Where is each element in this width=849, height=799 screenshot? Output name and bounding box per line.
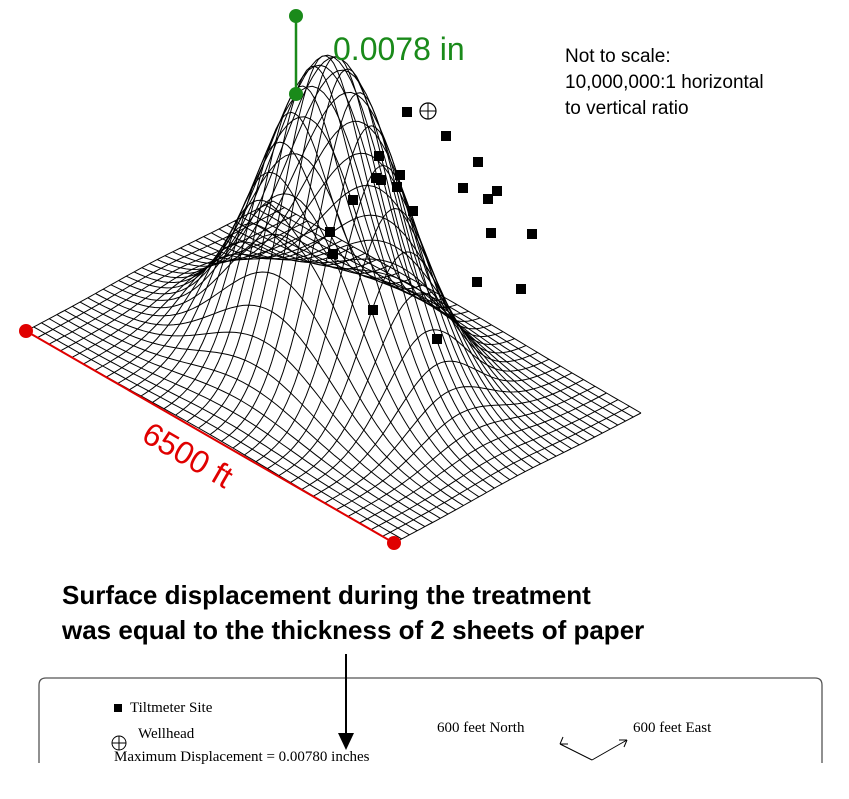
- mesh-line: [290, 292, 538, 483]
- mesh-line: [244, 125, 492, 456]
- mesh-line: [164, 69, 534, 469]
- vertical-scale-label: 0.0078 in: [333, 31, 465, 67]
- dimension-label: 6500 ft: [137, 415, 240, 495]
- tiltmeter-site-marker: [374, 151, 384, 161]
- mesh-line: [87, 297, 457, 511]
- mesh-line: [218, 228, 588, 442]
- tiltmeter-site-marker: [348, 195, 358, 205]
- tiltmeter-site-marker: [472, 277, 482, 287]
- mesh-line: [336, 379, 584, 511]
- mesh-line: [48, 318, 418, 532]
- mesh-line: [241, 216, 611, 430]
- mesh-line: [172, 91, 541, 465]
- mesh-line: [232, 92, 481, 449]
- tiltmeter-legend-icon: [114, 704, 122, 712]
- scale-note-line2: 10,000,000:1 horizontal: [565, 72, 764, 93]
- max-displacement-label: Maximum Displacement = 0.00780 inches: [114, 749, 370, 765]
- mesh-line: [301, 329, 550, 490]
- headline: Surface displacement during the treatmen…: [62, 578, 782, 648]
- mesh-line: [234, 220, 603, 434]
- vertical-scale-bar: 0.0078 in: [289, 9, 465, 101]
- east-label: 600 feet East: [633, 720, 712, 736]
- tiltmeter-site-marker: [458, 183, 468, 193]
- tiltmeter-site-marker: [376, 175, 386, 185]
- wellhead-marker: [419, 102, 437, 120]
- tiltmeter-site-marker: [486, 228, 496, 238]
- mesh-line: [359, 392, 607, 524]
- mesh-line: [83, 233, 331, 365]
- mesh-line: [265, 204, 634, 418]
- headline-line2: was equal to the thickness of 2 sheets o…: [62, 615, 645, 645]
- tiltmeter-site-marker: [368, 305, 378, 315]
- direction-arrows-icon: [559, 736, 628, 761]
- mesh-line: [347, 385, 596, 517]
- mesh-line: [175, 85, 423, 416]
- tiltmeter-site-marker: [325, 227, 335, 237]
- mesh-line: [211, 232, 580, 446]
- horizontal-dimension: 6500 ft: [19, 324, 401, 550]
- mesh-line: [267, 207, 515, 470]
- north-label: 600 feet North: [437, 720, 525, 736]
- mesh-line: [370, 399, 619, 531]
- tiltmeter-site-marker: [392, 182, 402, 192]
- pointer-arrow: [338, 654, 354, 750]
- mesh-line: [157, 56, 526, 473]
- mesh-line: [226, 224, 595, 438]
- legend-box: Tiltmeter Site Wellhead Maximum Displace…: [38, 677, 823, 765]
- tiltmeter-site-marker: [483, 194, 493, 204]
- tiltmeter-site-marker: [408, 206, 418, 216]
- tiltmeter-legend-label: Tiltmeter Site: [130, 700, 213, 716]
- mesh-line: [79, 301, 449, 515]
- tiltmeter-site-marker: [395, 170, 405, 180]
- displacement-mesh: [25, 54, 642, 544]
- tiltmeter-site-marker: [527, 229, 537, 239]
- scale-note: Not to scale: 10,000,000:1 horizontal to…: [565, 44, 764, 122]
- tiltmeter-site-marker: [402, 107, 412, 117]
- tiltmeter-site-marker: [441, 131, 451, 141]
- tiltmeter-site-marker: [516, 284, 526, 294]
- mesh-line: [382, 405, 630, 537]
- mesh-line: [33, 326, 402, 540]
- tiltmeter-site-marker: [473, 157, 483, 167]
- tiltmeter-site-marker: [432, 334, 442, 344]
- mesh-line: [324, 372, 573, 504]
- tiltmeter-site-marker: [328, 249, 338, 259]
- scale-note-line1: Not to scale:: [565, 46, 671, 67]
- scale-note-line3: to vertical ratio: [565, 98, 689, 119]
- mesh-line: [203, 214, 572, 450]
- tiltmeter-site-marker: [492, 186, 502, 196]
- mesh-line: [255, 164, 504, 463]
- tiltmeter-markers: [325, 107, 537, 344]
- headline-line1: Surface displacement during the treatmen…: [62, 580, 591, 610]
- mesh-line: [393, 412, 642, 544]
- mesh-line: [278, 251, 527, 476]
- mesh-line: [313, 360, 561, 497]
- mesh-line: [195, 184, 565, 453]
- mesh-line: [257, 208, 626, 422]
- mesh-line: [41, 322, 410, 536]
- wellhead-legend-label: Wellhead: [138, 726, 195, 742]
- mesh-line: [249, 212, 619, 426]
- wellhead-legend-icon: [111, 735, 127, 751]
